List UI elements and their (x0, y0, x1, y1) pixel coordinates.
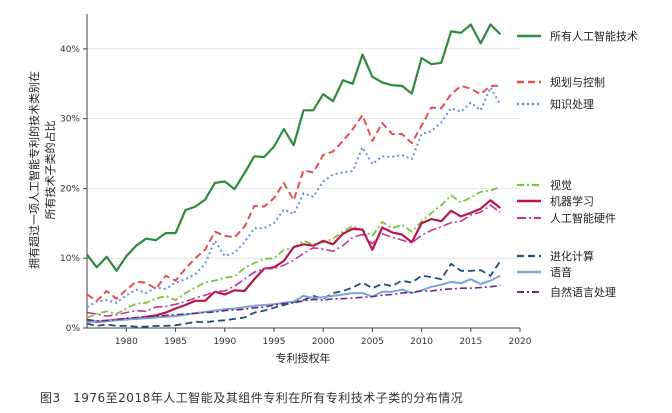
y-tick-label: 30% (60, 115, 80, 125)
series-line-6 (86, 204, 501, 317)
series-line-8 (86, 274, 501, 324)
x-tick-label: 1995 (263, 337, 286, 347)
y-axis-label-line-2: 所有技术子类的占比 (43, 121, 57, 220)
series-line-3 (86, 86, 502, 308)
legend: 所有人工智能技术规划与控制知识处理视觉机器学习人工智能硬件进化计算语音自然语言处… (517, 29, 638, 299)
legend-label-3: 知识处理 (550, 97, 594, 111)
series-lines (86, 23, 502, 328)
figure-caption: 图3 1976至2018年人工智能及其组件专利在所有专利技术子类的分布情况 (40, 390, 463, 405)
series-line-2 (86, 84, 501, 302)
x-tick-label: 2000 (312, 337, 335, 347)
series-line-4 (86, 186, 501, 319)
x-tick-label: 2010 (410, 337, 433, 347)
x-tick-label: 2015 (459, 337, 482, 347)
x-tick-label: 2020 (509, 337, 532, 347)
legend-label-2: 规划与控制 (550, 75, 605, 89)
legend-label-1: 所有人工智能技术 (550, 29, 638, 43)
legend-label-6: 人工智能硬件 (550, 211, 616, 225)
legend-label-9: 自然语言处理 (550, 285, 616, 299)
y-axis-label-line-1: 拥有超过一项人工智能专利的技术类别在 (27, 71, 41, 269)
legend-label-7: 进化计算 (550, 249, 594, 263)
legend-label-4: 视觉 (550, 178, 572, 192)
y-tick-label: 0% (66, 324, 81, 334)
axes (86, 14, 520, 329)
x-tick-label: 2005 (361, 337, 384, 347)
y-tick-label: 40% (60, 45, 80, 55)
legend-label-8: 语音 (550, 265, 572, 279)
y-tick-label: 20% (60, 184, 80, 194)
y-ticks: 0% 10% 20% 30% 40% (60, 45, 87, 334)
gridlines (87, 48, 520, 259)
x-ticks: 1980 1985 1990 1995 2000 2005 2010 2015 2020 (115, 328, 532, 347)
x-tick-label: 1990 (213, 337, 236, 347)
x-axis-label: 专利授权年 (276, 351, 331, 365)
x-tick-label: 1980 (115, 337, 138, 347)
y-tick-label: 10% (60, 254, 80, 264)
x-tick-label: 1985 (164, 337, 187, 347)
series-line-5 (86, 199, 501, 323)
series-line-1 (86, 23, 502, 272)
series-line-9 (86, 284, 501, 322)
legend-label-5: 机器学习 (550, 194, 594, 208)
y-axis-label: 拥有超过一项人工智能专利的技术类别在 所有技术子类的占比 (27, 71, 57, 269)
